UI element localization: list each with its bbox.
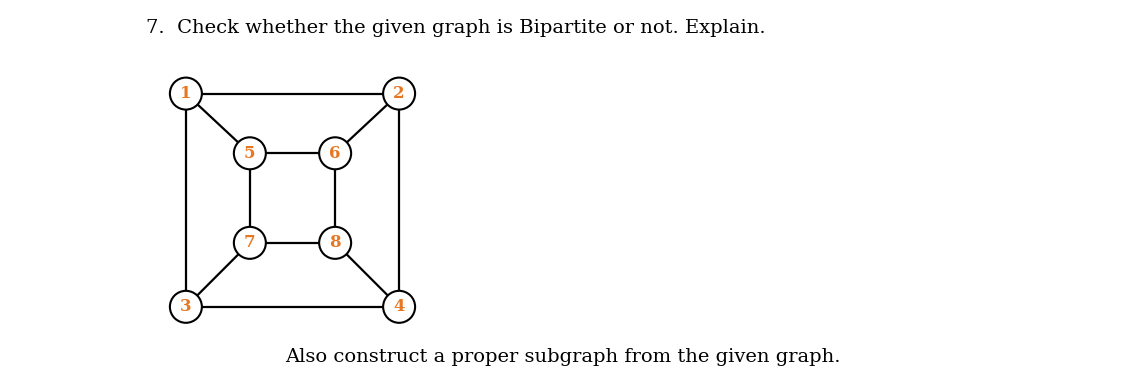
- Circle shape: [319, 227, 351, 259]
- Text: 1: 1: [180, 85, 191, 102]
- Text: 8: 8: [330, 234, 341, 251]
- Text: 5: 5: [244, 145, 255, 162]
- Circle shape: [384, 291, 415, 323]
- Text: 2: 2: [394, 85, 405, 102]
- Text: 3: 3: [180, 298, 191, 315]
- Circle shape: [170, 78, 201, 110]
- Circle shape: [170, 291, 201, 323]
- Circle shape: [234, 137, 266, 169]
- Text: 7: 7: [244, 234, 255, 251]
- Circle shape: [234, 227, 266, 259]
- Text: 6: 6: [330, 145, 341, 162]
- Text: 7.  Check whether the given graph is Bipartite or not. Explain.: 7. Check whether the given graph is Bipa…: [146, 19, 766, 37]
- Circle shape: [384, 78, 415, 110]
- Circle shape: [319, 137, 351, 169]
- Text: Also construct a proper subgraph from the given graph.: Also construct a proper subgraph from th…: [285, 348, 840, 366]
- Text: 4: 4: [394, 298, 405, 315]
